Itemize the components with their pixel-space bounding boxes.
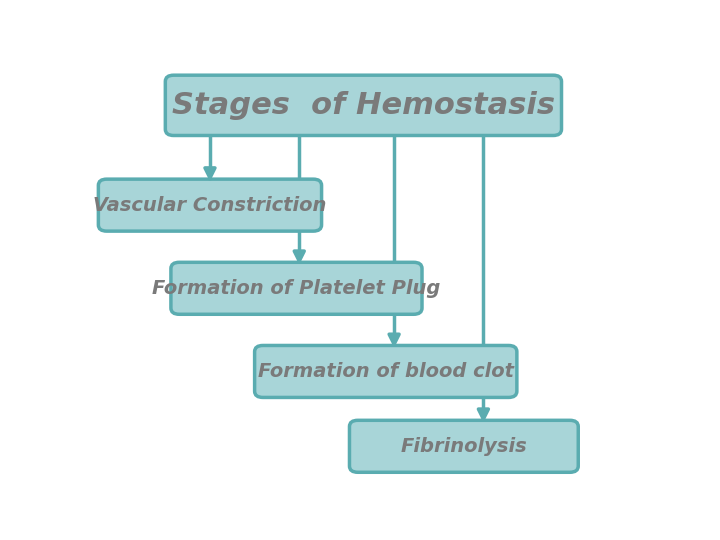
Text: Formation of blood clot: Formation of blood clot	[258, 362, 514, 381]
FancyBboxPatch shape	[171, 262, 422, 314]
Text: Stages  of Hemostasis: Stages of Hemostasis	[172, 91, 555, 120]
Text: Fibrinolysis: Fibrinolysis	[400, 437, 527, 456]
Text: Vascular Constriction: Vascular Constriction	[94, 195, 327, 214]
FancyBboxPatch shape	[99, 179, 322, 231]
FancyBboxPatch shape	[349, 420, 578, 472]
Text: Formation of Platelet Plug: Formation of Platelet Plug	[152, 279, 441, 298]
FancyBboxPatch shape	[166, 75, 562, 136]
FancyBboxPatch shape	[255, 346, 517, 397]
